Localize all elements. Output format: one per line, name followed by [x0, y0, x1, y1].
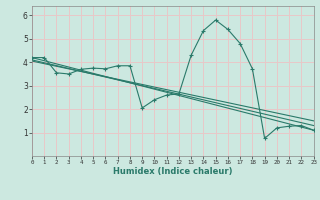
X-axis label: Humidex (Indice chaleur): Humidex (Indice chaleur)	[113, 167, 233, 176]
